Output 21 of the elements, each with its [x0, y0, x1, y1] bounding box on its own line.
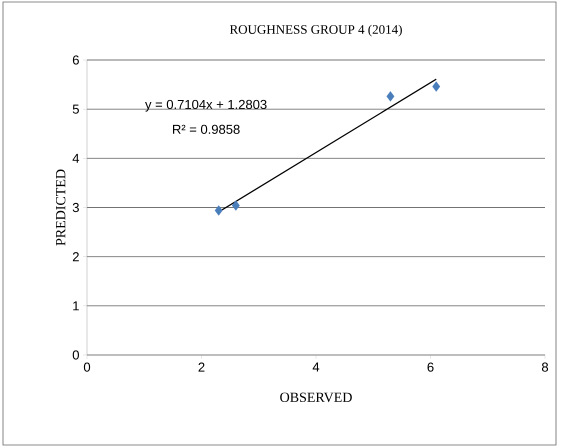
y-tick-label: 4	[72, 154, 80, 163]
x-tick-label: 6	[428, 362, 434, 372]
y-tick-label: 2	[72, 252, 79, 262]
annotation: y = 0.7104x + 1.2803	[145, 100, 267, 112]
annotation: R² = 0.9858	[173, 124, 240, 134]
point	[232, 200, 240, 211]
x-tick-label: 8	[542, 362, 548, 372]
x-tick-label: 0	[84, 362, 90, 372]
y-axis-title: PREDICTED	[56, 170, 66, 246]
point	[386, 91, 394, 102]
x-tick-label: 4	[312, 362, 320, 372]
y-tick-label: 5	[72, 104, 79, 114]
y-tick-label: 1	[73, 301, 79, 310]
x-axis-title: OBSERVED	[280, 392, 352, 402]
point	[432, 81, 440, 92]
y-tick-label: 6	[72, 55, 79, 65]
y-tick-label: 3	[72, 202, 79, 212]
chart-title: ROUGHNESS GROUP 4 (2014)	[230, 24, 402, 36]
y-tick-label: 0	[72, 350, 79, 360]
point	[214, 205, 223, 216]
x-tick-label: 2	[198, 362, 204, 372]
